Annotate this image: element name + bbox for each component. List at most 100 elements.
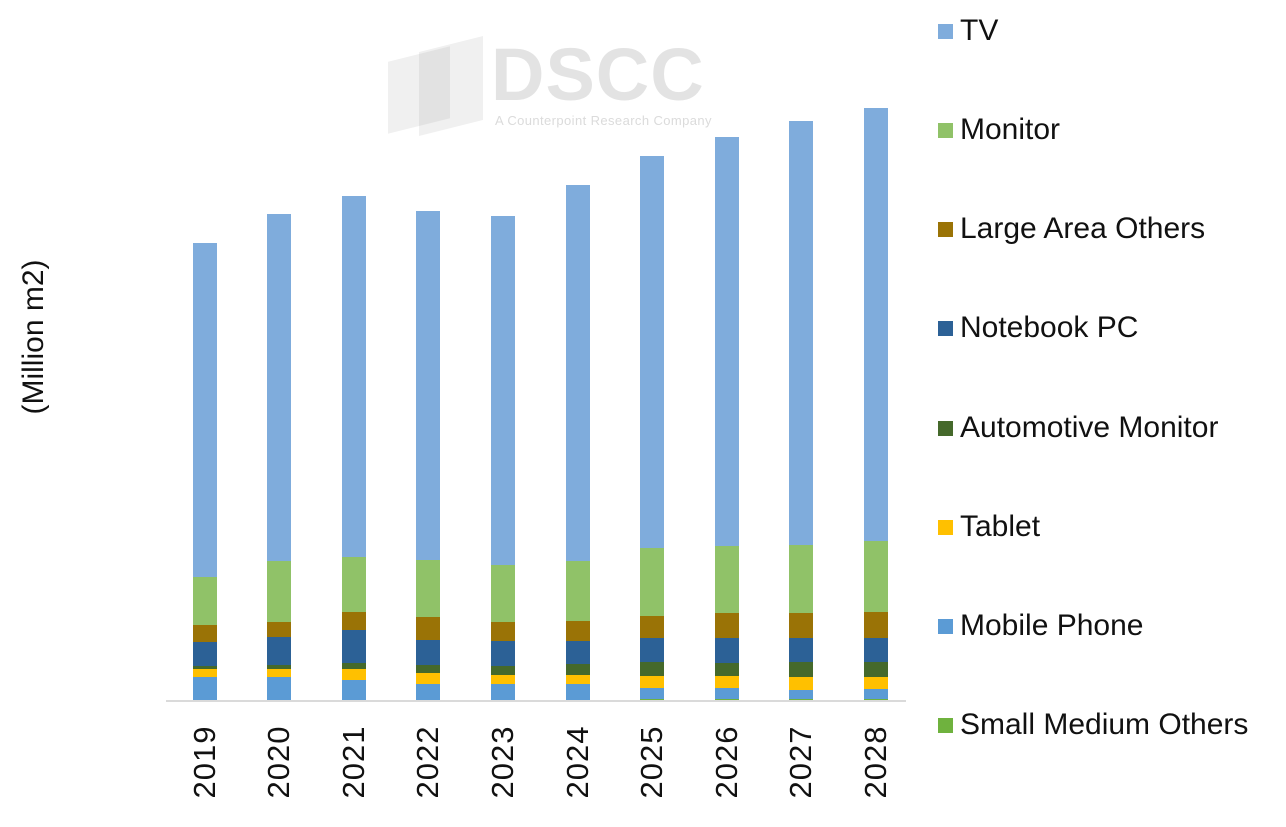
segment-notebook-pc-2021 bbox=[341, 630, 366, 663]
segment-monitor-2023 bbox=[490, 564, 515, 623]
segment-automotive-monitor-2022 bbox=[416, 665, 441, 673]
segment-automotive-monitor-2026 bbox=[714, 663, 739, 677]
segment-notebook-pc-2028 bbox=[863, 637, 888, 662]
legend-label-tv: TV bbox=[960, 14, 999, 47]
segment-monitor-2019 bbox=[192, 576, 217, 625]
segment-mobile-phone-2028 bbox=[863, 689, 888, 700]
segment-tv-2020 bbox=[267, 214, 292, 561]
segment-notebook-pc-2023 bbox=[490, 641, 515, 666]
segment-automotive-monitor-2023 bbox=[490, 665, 515, 675]
bar-2026 bbox=[714, 137, 739, 701]
segment-notebook-pc-2027 bbox=[789, 637, 814, 662]
segment-tablet-2021 bbox=[341, 668, 366, 681]
legend-label-mobile-phone: Mobile Phone bbox=[960, 609, 1144, 642]
segment-tv-2019 bbox=[192, 242, 217, 577]
segment-notebook-pc-2024 bbox=[565, 641, 590, 665]
segment-large-area-others-2027 bbox=[789, 612, 814, 638]
segment-tv-2026 bbox=[714, 137, 739, 547]
segment-automotive-monitor-2019 bbox=[192, 666, 217, 669]
segment-large-area-others-2021 bbox=[341, 612, 366, 631]
segment-notebook-pc-2019 bbox=[192, 642, 217, 667]
segment-monitor-2028 bbox=[863, 540, 888, 612]
bar-2025 bbox=[640, 156, 665, 701]
segment-monitor-2027 bbox=[789, 544, 814, 613]
bar-2022 bbox=[416, 210, 441, 701]
legend-swatch-notebook-pc bbox=[938, 320, 953, 336]
segment-large-area-others-2019 bbox=[192, 624, 217, 643]
legend-swatch-tv bbox=[938, 23, 953, 39]
x-axis-line bbox=[166, 700, 906, 702]
legend-swatch-large-area-others bbox=[938, 221, 953, 237]
segment-tablet-2022 bbox=[416, 672, 441, 685]
legend-item-tablet: Tablet bbox=[938, 512, 1040, 542]
legend-label-automotive-monitor: Automotive Monitor bbox=[960, 411, 1219, 444]
legend-label-large-area-others: Large Area Others bbox=[960, 212, 1206, 245]
bars-layer bbox=[160, 100, 920, 701]
segment-large-area-others-2025 bbox=[640, 616, 665, 638]
segment-tv-2024 bbox=[565, 184, 590, 562]
bar-2028 bbox=[863, 107, 888, 701]
segment-mobile-phone-2026 bbox=[714, 688, 739, 700]
segment-tv-2025 bbox=[640, 156, 665, 549]
segment-monitor-2024 bbox=[565, 561, 590, 621]
bar-2027 bbox=[789, 121, 814, 701]
segment-mobile-phone-2025 bbox=[640, 688, 665, 700]
segment-large-area-others-2020 bbox=[267, 622, 292, 638]
segment-tv-2023 bbox=[490, 216, 515, 565]
legend-item-monitor: Monitor bbox=[938, 115, 1060, 145]
segment-tablet-2023 bbox=[490, 674, 515, 685]
segment-automotive-monitor-2024 bbox=[565, 664, 590, 675]
segment-mobile-phone-2023 bbox=[490, 684, 515, 701]
legend-label-tablet: Tablet bbox=[960, 510, 1041, 543]
segment-mobile-phone-2021 bbox=[341, 680, 366, 701]
segment-tablet-2020 bbox=[267, 668, 292, 678]
dscc-watermark: DSCC A Counterpoint Research Company bbox=[385, 33, 715, 138]
watermark-tagline-text: A Counterpoint Research Company bbox=[495, 113, 712, 128]
legend-item-tv: TV bbox=[938, 16, 998, 46]
segment-monitor-2021 bbox=[341, 556, 366, 613]
segment-automotive-monitor-2020 bbox=[267, 665, 292, 669]
bar-2024 bbox=[565, 184, 590, 701]
segment-monitor-2022 bbox=[416, 560, 441, 617]
segment-monitor-2025 bbox=[640, 548, 665, 617]
segment-automotive-monitor-2027 bbox=[789, 661, 814, 678]
segment-tablet-2027 bbox=[789, 677, 814, 690]
segment-large-area-others-2026 bbox=[714, 612, 739, 638]
legend-swatch-small-medium-others bbox=[938, 717, 953, 733]
segment-tablet-2025 bbox=[640, 675, 665, 689]
segment-tv-2021 bbox=[341, 195, 366, 557]
segment-mobile-phone-2022 bbox=[416, 684, 441, 701]
segment-tv-2022 bbox=[416, 210, 441, 561]
legend-label-monitor: Monitor bbox=[960, 113, 1061, 146]
legend-item-large-area-others: Large Area Others bbox=[938, 214, 1205, 244]
segment-monitor-2020 bbox=[267, 560, 292, 623]
segment-tv-2028 bbox=[863, 107, 888, 541]
segment-mobile-phone-2024 bbox=[565, 684, 590, 701]
bar-2021 bbox=[341, 195, 366, 701]
bar-2023 bbox=[490, 216, 515, 701]
legend-label-small-medium-others: Small Medium Others bbox=[960, 708, 1249, 741]
legend-item-automotive-monitor: Automotive Monitor bbox=[938, 413, 1218, 443]
segment-large-area-others-2022 bbox=[416, 616, 441, 640]
legend-swatch-automotive-monitor bbox=[938, 420, 953, 436]
watermark-brand-text: DSCC bbox=[491, 33, 705, 116]
segment-large-area-others-2028 bbox=[863, 611, 888, 638]
segment-mobile-phone-2019 bbox=[192, 676, 217, 701]
legend-item-small-medium-others: Small Medium Others bbox=[938, 710, 1248, 740]
legend-label-notebook-pc: Notebook PC bbox=[960, 311, 1139, 344]
bar-2020 bbox=[267, 214, 292, 701]
segment-notebook-pc-2020 bbox=[267, 637, 292, 666]
segment-automotive-monitor-2025 bbox=[640, 661, 665, 676]
segment-notebook-pc-2025 bbox=[640, 637, 665, 662]
legend-item-notebook-pc: Notebook PC bbox=[938, 313, 1138, 343]
segment-tv-2027 bbox=[789, 121, 814, 545]
segment-large-area-others-2024 bbox=[565, 620, 590, 642]
legend-swatch-monitor bbox=[938, 122, 953, 138]
segment-tablet-2026 bbox=[714, 676, 739, 689]
segment-automotive-monitor-2028 bbox=[863, 661, 888, 677]
segment-notebook-pc-2022 bbox=[416, 639, 441, 666]
legend-swatch-tablet bbox=[938, 519, 953, 535]
